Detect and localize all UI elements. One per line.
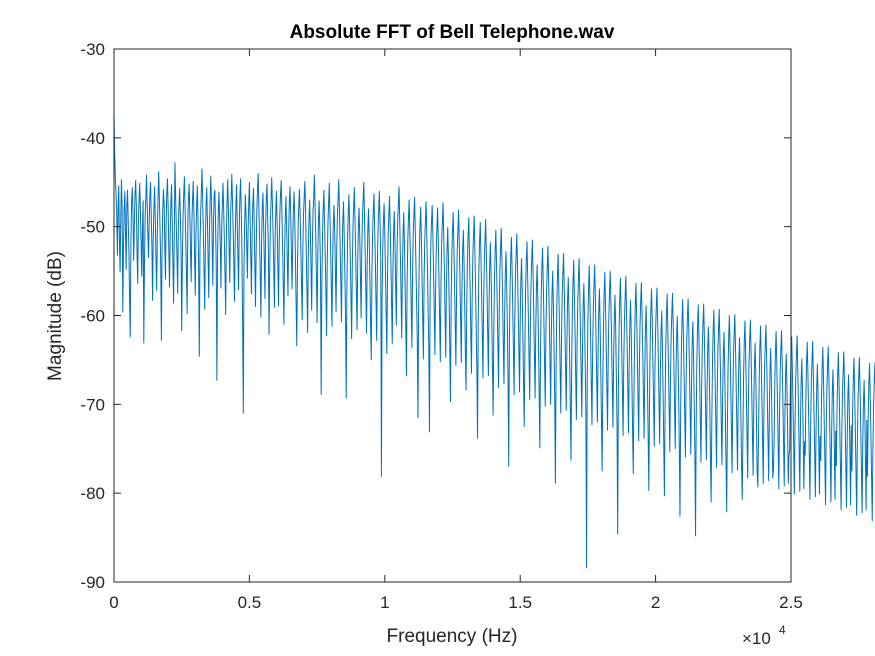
chart-title: Absolute FFT of Bell Telephone.wav [290, 22, 615, 43]
y-tick-label: -90 [80, 573, 105, 592]
y-axis-label: Magnitude (dB) [45, 251, 66, 381]
plot-area [114, 49, 791, 582]
x-axis-label: Frequency (Hz) [387, 626, 518, 647]
y-tick-label: -60 [80, 307, 105, 326]
x-tick-label: 2 [651, 593, 660, 612]
y-tick-label: -80 [80, 484, 105, 503]
y-tick-label: -30 [80, 40, 105, 59]
x-tick-label: 1.5 [508, 593, 532, 612]
series-line-0 [113, 112, 875, 569]
y-tick-label: -50 [80, 218, 105, 237]
x-axis-exponent: ×10 4 [742, 623, 786, 648]
x-axis-exponent-base: ×10 [742, 629, 771, 648]
x-axis-exponent-power: 4 [779, 623, 786, 637]
axes-layer: 0 0.5 1 1.5 2 2.5 -90 -80 -70 -60 -50 -40 -30 [80, 40, 802, 612]
y-tick-label: -40 [80, 129, 105, 148]
x-tick-label: 0.5 [238, 593, 262, 612]
y-tick-label: -70 [80, 395, 105, 414]
x-tick-label: 2.5 [779, 593, 803, 612]
data-layer [113, 112, 875, 569]
x-tick-label: 0 [109, 593, 118, 612]
x-tick-label: 1 [380, 593, 389, 612]
